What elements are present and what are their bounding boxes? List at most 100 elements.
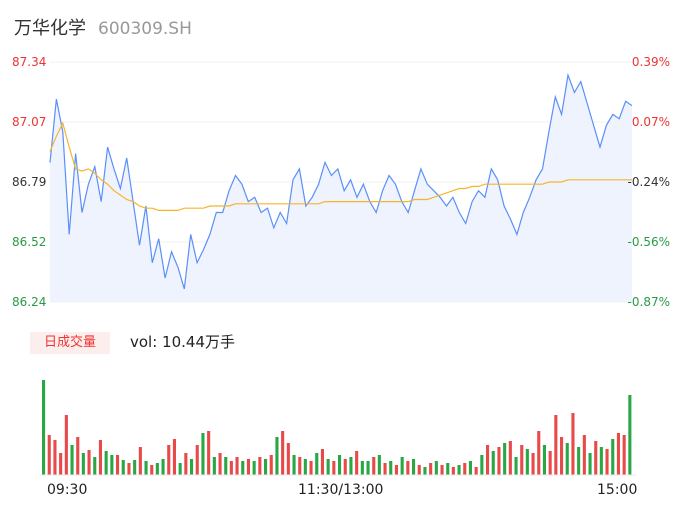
volume-bar <box>224 457 228 475</box>
stock-title: 万华化学 600309.SH <box>14 14 192 40</box>
volume-bar <box>269 455 273 475</box>
volume-bar <box>423 467 427 475</box>
volume-bar <box>281 431 285 475</box>
volume-bar <box>53 440 57 475</box>
volume-bar <box>548 451 552 475</box>
volume-bar <box>218 453 222 475</box>
average-price-line <box>49 121 632 211</box>
volume-bar <box>229 461 233 475</box>
volume-bar <box>252 461 256 475</box>
volume-bar <box>246 459 250 475</box>
volume-bar <box>594 441 598 475</box>
volume-bar <box>372 457 376 475</box>
volume-bar <box>480 455 484 475</box>
time-tick-close: 15:00 <box>597 482 638 498</box>
price-area <box>50 75 632 302</box>
price-line <box>49 72 633 290</box>
price-tick-2: 87.07 <box>12 115 47 129</box>
volume-bar <box>64 415 68 475</box>
pct-tick-1: 0.39% <box>631 55 670 69</box>
volume-bar <box>417 465 421 475</box>
stock-name: 万华化学 <box>14 18 86 39</box>
time-tick-midday: 11:30/13:00 <box>298 482 384 498</box>
volume-bar <box>42 380 46 475</box>
volume-bar <box>389 461 393 475</box>
volume-bar <box>144 461 148 475</box>
volume-bar <box>343 459 347 475</box>
volume-bar <box>167 445 171 475</box>
volume-bar <box>554 415 558 475</box>
volume-bar <box>582 435 586 475</box>
pct-tick-3: -0.24% <box>627 175 670 189</box>
volume-bar <box>491 451 495 475</box>
volume-bar <box>508 441 512 475</box>
volume-bar <box>514 457 518 475</box>
price-tick-1: 87.34 <box>12 55 47 69</box>
volume-bar <box>178 463 182 475</box>
volume-bar <box>531 453 535 475</box>
volume-badge: 日成交量 <box>30 332 110 354</box>
volume-bar <box>303 459 307 475</box>
volume-bar <box>121 460 125 475</box>
price-tick-5: 86.24 <box>12 295 47 309</box>
volume-bar <box>47 435 51 475</box>
volume-bar <box>377 455 381 475</box>
volume-bar <box>611 439 615 475</box>
volume-bar <box>406 461 410 475</box>
volume-bar <box>451 467 455 475</box>
price-tick-4: 86.52 <box>12 235 47 249</box>
volume-bar <box>565 443 569 475</box>
volume-bar <box>184 453 188 475</box>
volume-bar <box>599 447 603 475</box>
volume-bar <box>116 455 120 475</box>
volume-bar <box>104 451 108 475</box>
volume-bar <box>429 463 433 475</box>
volume-bar <box>93 457 97 475</box>
volume-bar <box>207 431 211 475</box>
volume-bar <box>201 433 205 475</box>
volume-bar <box>195 445 199 475</box>
volume-bar <box>172 439 176 475</box>
volume-bar <box>383 463 387 475</box>
volume-bar <box>628 395 632 475</box>
volume-bar <box>235 457 239 475</box>
volume-bar <box>190 459 194 475</box>
volume-bar <box>571 413 575 475</box>
volume-bar <box>457 465 461 475</box>
time-tick-open: 09:30 <box>47 482 88 498</box>
volume-bar <box>315 453 319 475</box>
volume-bar <box>286 443 290 475</box>
volume-bar <box>81 453 85 475</box>
volume-bar <box>59 453 63 475</box>
volume-bar <box>434 461 438 475</box>
volume-bar <box>326 459 330 475</box>
volume-bar <box>241 461 245 475</box>
volume-bar <box>258 457 262 475</box>
volume-bar <box>161 459 165 475</box>
price-tick-3: 86.79 <box>12 175 47 189</box>
volume-bar <box>110 455 114 475</box>
volume-bar <box>70 445 74 475</box>
volume-bar <box>275 437 279 475</box>
volume-bar <box>355 451 359 475</box>
volume-bar <box>360 461 364 475</box>
volume-bar <box>520 445 524 475</box>
volume-bar <box>542 445 546 475</box>
volume-bar <box>525 449 529 475</box>
volume-bar <box>133 460 137 475</box>
volume-bar <box>616 433 620 475</box>
volume-bar <box>486 445 490 475</box>
volume-bar <box>138 447 142 475</box>
volume-bar <box>537 431 541 475</box>
volume-bar <box>463 463 467 475</box>
volume-label: vol: 10.44万手 <box>130 333 235 351</box>
volume-bar <box>127 463 131 475</box>
volume-bar <box>605 449 609 475</box>
volume-bar <box>446 463 450 475</box>
volume-bar <box>338 455 342 475</box>
volume-bar <box>366 461 370 475</box>
volume-bar <box>155 463 159 475</box>
volume-bar <box>87 450 91 475</box>
volume-bar <box>474 467 478 475</box>
